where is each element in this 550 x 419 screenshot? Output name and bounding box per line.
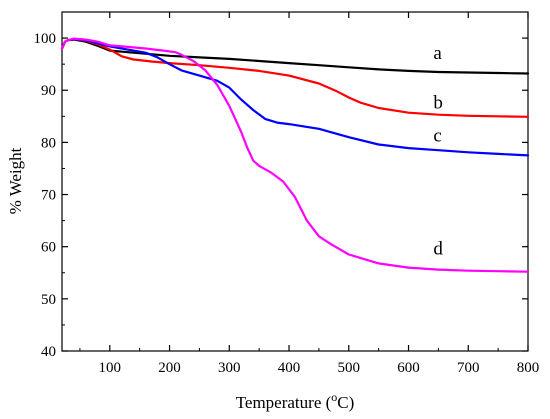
plot-frame — [61, 11, 529, 352]
x-tick-label: 600 — [397, 360, 420, 376]
series-label-a: a — [433, 43, 442, 64]
x-axis-title: Temperature (oC) — [236, 390, 355, 412]
x-tick-label: 800 — [517, 360, 540, 376]
y-tick-label: 100 — [34, 31, 57, 47]
x-tick-label: 500 — [338, 360, 361, 376]
x-tick-label: 400 — [278, 360, 301, 376]
y-tick-label: 90 — [41, 83, 56, 99]
series-line-d — [60, 37, 530, 273]
axis-ticks: 100 200 300 400 500 600 700 800 40 50 60 70 80 90 100 — [34, 12, 540, 376]
y-axis-title: % Weight — [6, 147, 25, 214]
x-tick-label: 700 — [457, 360, 480, 376]
series-label-d: d — [433, 239, 443, 260]
x-tick-label: 100 — [99, 360, 122, 376]
series-label-c: c — [433, 125, 441, 146]
x-tick-label: 300 — [218, 360, 241, 376]
y-tick-label: 40 — [41, 344, 56, 360]
series-labels: a bc d — [433, 43, 443, 260]
series-line-a — [60, 38, 530, 75]
series-label-b: b — [433, 92, 443, 113]
y-tick-label: 80 — [41, 135, 56, 151]
x-tick-label: 200 — [158, 360, 181, 376]
y-tick-label: 50 — [41, 292, 56, 308]
y-tick-label: 60 — [41, 240, 56, 256]
y-tick-label: 70 — [41, 188, 56, 204]
data-series — [60, 37, 530, 273]
series-line-c — [60, 37, 530, 157]
